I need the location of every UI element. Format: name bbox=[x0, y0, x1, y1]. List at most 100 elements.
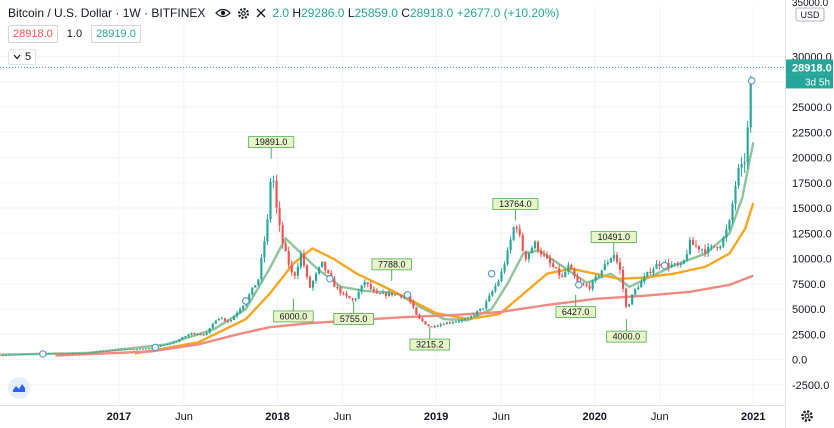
candle-body bbox=[56, 353, 59, 355]
candle-body bbox=[175, 341, 178, 343]
indicators-toggle[interactable]: 5 bbox=[8, 49, 37, 65]
candle-body bbox=[8, 354, 11, 356]
candle-body bbox=[397, 294, 400, 296]
candle-body bbox=[232, 316, 236, 321]
ohlc-values: 2.0 H29286.0 L25859.0 C28918.0 +2677.0 (… bbox=[272, 6, 560, 20]
candle-body bbox=[409, 295, 412, 302]
candle-body bbox=[597, 275, 600, 277]
candle-body bbox=[1, 354, 5, 356]
candle-body bbox=[591, 280, 594, 289]
event-marker-icon bbox=[39, 350, 47, 358]
gear-icon[interactable] bbox=[237, 7, 250, 20]
candle-body bbox=[223, 318, 226, 321]
candle-body bbox=[628, 304, 631, 307]
sell-price-button[interactable]: 28918.0 bbox=[8, 25, 58, 43]
buy-price-button[interactable]: 28919.0 bbox=[91, 25, 141, 43]
candle-body bbox=[466, 317, 470, 319]
candle-body bbox=[193, 332, 196, 335]
annotation-box bbox=[555, 306, 596, 319]
time-tick-label: 2019 bbox=[424, 411, 448, 423]
ma-line-ma_slow bbox=[55, 274, 754, 357]
time-tick-label: Jun bbox=[334, 411, 352, 423]
candle-body bbox=[473, 315, 476, 317]
candle-body bbox=[254, 285, 257, 288]
candle-body bbox=[670, 264, 673, 267]
candle-body bbox=[318, 267, 321, 274]
symbol-title[interactable]: Bitcoin / U.S. Dollar · 1W · BITFINEX bbox=[8, 6, 206, 20]
candle-body bbox=[470, 316, 473, 318]
candle-body bbox=[567, 264, 570, 273]
candle-body bbox=[384, 292, 388, 296]
candle-body bbox=[542, 254, 546, 256]
candle-body bbox=[415, 307, 418, 315]
candle-body bbox=[236, 312, 239, 317]
candle-body bbox=[615, 254, 619, 263]
price-tick-label: 2500.0 bbox=[792, 329, 826, 341]
candles bbox=[0, 66, 785, 356]
candle-body bbox=[667, 262, 670, 267]
candle-body bbox=[96, 351, 99, 353]
time-axis[interactable]: 2017 Jun 2018 Jun 2019 Jun 2020 Jun 2021 bbox=[0, 405, 785, 424]
candle-body bbox=[90, 352, 93, 354]
candle-body bbox=[29, 353, 32, 355]
candle-body bbox=[582, 284, 585, 286]
candle-body bbox=[640, 281, 643, 288]
candle-body bbox=[108, 350, 111, 352]
candle-body bbox=[454, 321, 457, 323]
candle-body bbox=[275, 180, 278, 208]
candle-body bbox=[184, 336, 187, 338]
candle-body bbox=[251, 287, 254, 295]
candle-body bbox=[77, 353, 81, 355]
candle-body bbox=[594, 276, 597, 281]
candle-body bbox=[646, 271, 649, 277]
price-tick-label: 25000.0 bbox=[792, 102, 832, 114]
spread-value: 1.0 bbox=[66, 28, 83, 40]
candle-body bbox=[345, 293, 348, 297]
candle-body bbox=[363, 282, 366, 286]
price-tick-label: -2500.0 bbox=[792, 380, 829, 392]
candle-body bbox=[196, 334, 199, 336]
annotation-label: 13764.0 bbox=[499, 199, 532, 209]
candle-body bbox=[211, 323, 214, 328]
time-tick-label: 2017 bbox=[107, 411, 131, 423]
time-tick-label: 2021 bbox=[741, 411, 765, 423]
close-icon[interactable] bbox=[256, 8, 266, 18]
candle-body bbox=[609, 258, 612, 263]
annotation-label: 6427.0 bbox=[562, 307, 590, 317]
candle-body bbox=[494, 285, 497, 292]
time-tick-label: 2020 bbox=[582, 411, 606, 423]
candle-body bbox=[348, 296, 351, 299]
chart-grid bbox=[0, 6, 785, 405]
candle-body bbox=[208, 327, 211, 333]
candle-body bbox=[631, 294, 634, 305]
candle-body bbox=[263, 241, 266, 258]
candle-body bbox=[311, 280, 315, 288]
candle-body bbox=[333, 278, 336, 287]
candle-body bbox=[685, 254, 688, 261]
candle-body bbox=[679, 263, 682, 265]
candle-body bbox=[588, 285, 591, 289]
eye-icon[interactable] bbox=[215, 7, 232, 19]
candle-body bbox=[527, 253, 530, 260]
tradingview-logo-icon[interactable] bbox=[8, 377, 30, 399]
event-marker-icon bbox=[575, 280, 583, 289]
candle-body bbox=[336, 286, 339, 288]
price-tick-label: 12500.0 bbox=[792, 228, 832, 240]
annotation-label: 19891.0 bbox=[255, 137, 288, 147]
candle-body bbox=[135, 349, 138, 351]
trade-panel: 28918.0 1.0 28919.0 bbox=[8, 25, 141, 43]
event-markers bbox=[39, 76, 756, 358]
candle-body bbox=[296, 266, 299, 276]
candle-body bbox=[719, 246, 722, 249]
candle-body bbox=[546, 254, 549, 259]
candle-body bbox=[239, 309, 242, 313]
candle-body bbox=[84, 352, 87, 354]
settings-gear-icon[interactable] bbox=[800, 409, 814, 423]
time-tick-label: Jun bbox=[492, 411, 510, 423]
candle-body bbox=[220, 318, 223, 320]
candle-body bbox=[351, 298, 354, 300]
candle-body bbox=[257, 279, 260, 286]
price-axis[interactable]: -2500.0 0.0 2500.0 5000.0 7500.0 10000.0 12500… bbox=[785, 0, 834, 428]
candle-body bbox=[74, 353, 78, 355]
